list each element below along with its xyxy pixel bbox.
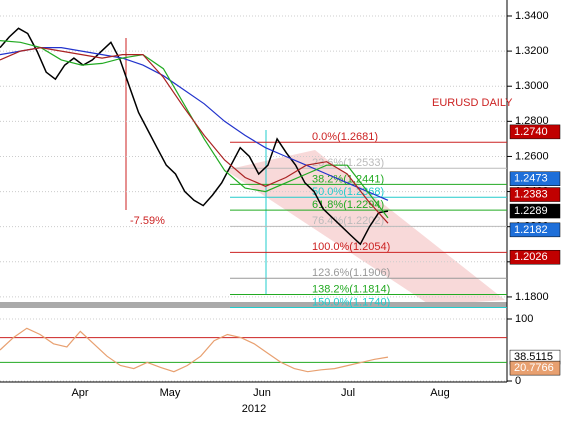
price-tag-label: 20.7766 bbox=[514, 362, 554, 374]
y-tick-label: 0 bbox=[515, 375, 521, 387]
series-line bbox=[0, 27, 389, 246]
series-line bbox=[0, 46, 389, 201]
annotation: EURUSD DAILY bbox=[432, 97, 513, 109]
level-label: 100.0%(1.2054) bbox=[312, 241, 390, 253]
level-label: 38.2%(1.2441) bbox=[312, 173, 384, 185]
x-tick-label: Apr bbox=[71, 387, 88, 399]
x-tick-label: May bbox=[160, 387, 181, 399]
price-tag-label: 1.2740 bbox=[514, 126, 548, 138]
level-label: 123.6%(1.1906) bbox=[312, 267, 390, 279]
y-tick-label: 1.3200 bbox=[515, 45, 549, 57]
level-label: 0.0%(1.2681) bbox=[312, 131, 378, 143]
y-tick-label: 1.2600 bbox=[515, 150, 549, 162]
price-tag-label: 1.2473 bbox=[514, 173, 548, 185]
level-label: 50.0%(1.2368) bbox=[312, 186, 384, 198]
level-label: 150.0%(1.1740) bbox=[312, 296, 390, 308]
price-tag bbox=[509, 249, 561, 265]
price-tag bbox=[509, 222, 561, 238]
annotation: -7.59% bbox=[130, 215, 165, 227]
channel bbox=[225, 150, 505, 305]
level-label: 61.8%(1.2294) bbox=[312, 199, 384, 211]
price-tag bbox=[509, 203, 561, 219]
y-tick-label: 1.3000 bbox=[515, 80, 549, 92]
price-tag bbox=[509, 187, 561, 202]
series-line bbox=[0, 46, 389, 224]
level-label: 23.6%(1.2533) bbox=[312, 157, 384, 169]
x-tick-label: Jun bbox=[253, 387, 271, 399]
price-tag-label: 1.2026 bbox=[514, 251, 548, 263]
y-tick-label: 100 bbox=[515, 313, 533, 325]
x-tick-label: Aug bbox=[430, 387, 450, 399]
x-tick-label: 2012 bbox=[242, 403, 266, 415]
level-label: 138.2%(1.1814) bbox=[312, 283, 390, 295]
price-tag bbox=[509, 171, 561, 187]
x-tick-label: Jul bbox=[341, 387, 355, 399]
price-tag-label: 1.2182 bbox=[514, 224, 548, 236]
price-tag-label: 1.2383 bbox=[514, 188, 548, 200]
panel-separator bbox=[0, 302, 507, 308]
price-tag bbox=[509, 124, 561, 140]
series-line bbox=[0, 327, 389, 373]
level-label: 76.4%(1.2202) bbox=[312, 215, 384, 227]
y-tick-label: 1.1800 bbox=[515, 291, 549, 303]
price-tag-label: 38.5115 bbox=[514, 351, 553, 363]
price-tag bbox=[509, 360, 561, 376]
y-tick-label: 1.2800 bbox=[515, 115, 549, 127]
y-tick-label: 1.3400 bbox=[515, 10, 549, 22]
price-tag-label: 1.2289 bbox=[514, 205, 548, 217]
